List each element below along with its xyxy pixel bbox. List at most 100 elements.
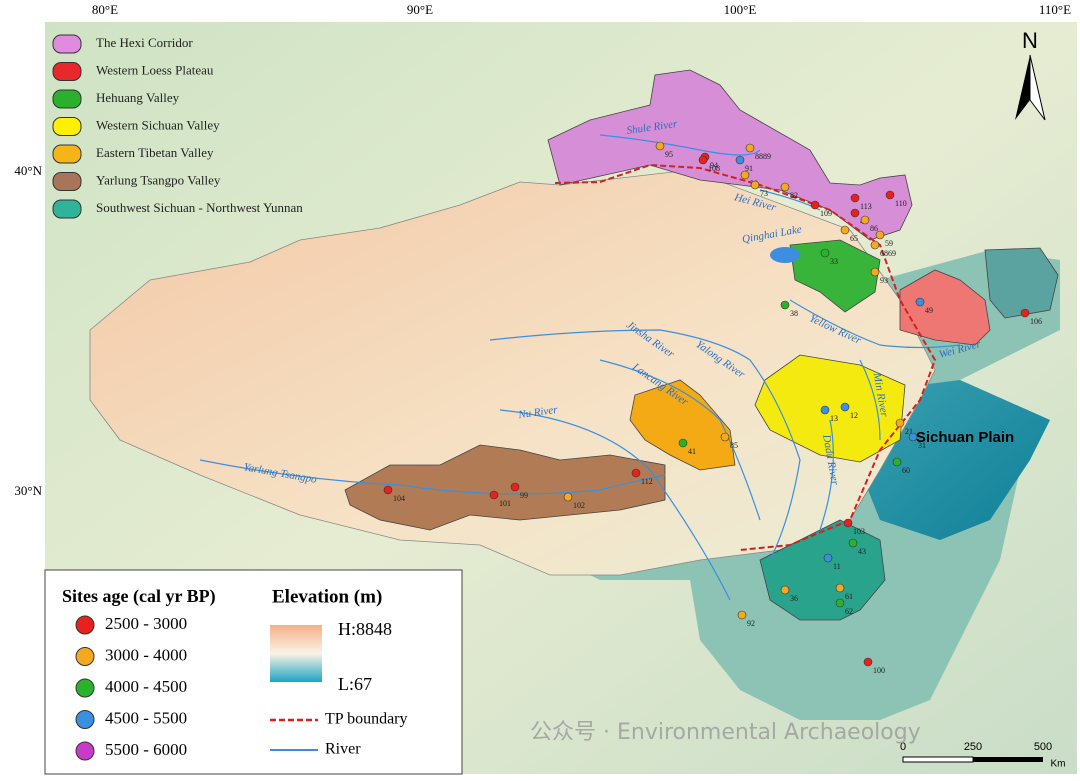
watermark: 公众号 · Environmental Archaeology [530,720,921,745]
region-legend-label: Western Sichuan Valley [96,117,220,132]
age-legend-label: 3000 - 4000 [105,645,187,664]
region-swatch [52,34,82,54]
site-label: 12 [850,411,858,420]
site-label: 108 [708,164,720,173]
site [820,405,830,415]
site-label: 59 [885,239,893,248]
elev-ramp [270,625,322,682]
site [848,538,858,548]
line-legend-label: River [325,741,361,758]
site-label: 113 [860,202,872,211]
site-label: 101 [499,499,511,508]
site [892,457,902,467]
site-label: 8889 [755,152,771,161]
graticule-label: 90°E [407,2,433,17]
region-legend-label: Yarlung Tsangpo Valley [96,172,221,187]
region-swatch [52,117,82,136]
scale-unit: Km [1051,759,1066,770]
age-swatch [75,615,95,635]
graticule-label: 100°E [724,2,757,17]
site-label: 94 [710,161,718,170]
lake [770,247,800,263]
site-label: 85 [730,441,738,450]
age-legend-title: Sites age (cal yr BP) [62,586,216,607]
region-legend: The Hexi Corridor Western Loess Plateau He… [52,34,303,219]
river-label: Nu River [517,404,559,422]
site-label: 21 [905,427,913,436]
site-label: 38 [790,309,798,318]
site-label: 62 [845,607,853,616]
site [895,418,905,428]
site-label: 82 [790,191,798,200]
site-label: 110 [895,199,907,208]
age-swatch [75,741,95,761]
site [720,432,730,442]
site-label: 41 [688,447,696,456]
site-label: 6869 [880,249,896,258]
site [885,190,895,200]
site [915,297,925,307]
site [655,141,665,151]
region-hehuang [789,239,881,313]
site-label: 93 [880,276,888,285]
site [870,267,880,277]
site-label: 103 [853,527,865,536]
age-swatch [75,678,95,698]
site [850,208,860,218]
graticule-label: 110°E [1039,2,1071,17]
site [908,432,918,442]
site-label: 60 [902,466,910,475]
north-label: N [1022,28,1038,53]
site [863,657,873,667]
site [510,482,520,492]
site [810,200,820,210]
site [780,300,790,310]
region-legend-label: Eastern Tibetan Valley [96,145,214,160]
site [750,180,760,190]
site [835,583,845,593]
scale-bar [902,756,1043,763]
site-label: 33 [830,257,838,266]
graticule-label: 80°E [92,2,118,17]
region-legend-label: The Hexi Corridor [96,35,193,50]
site [737,610,747,620]
site [823,553,833,563]
site-label: 86 [870,224,878,233]
scale-label: 250 [964,741,982,753]
region-legend-label: Southwest Sichuan - Northwest Yunnan [96,200,303,215]
site-label: 92 [747,619,755,628]
site [870,240,880,250]
site [489,490,499,500]
site [840,225,850,235]
region-swatch [52,172,82,191]
site-label: 61 [845,592,853,601]
age-swatch [75,647,95,666]
site [840,402,850,412]
region-yarlung [344,444,666,531]
site-label: 73 [760,189,768,198]
site-label: 100 [873,666,885,675]
site [780,585,790,595]
graticule-label: 30°N [14,483,42,498]
region-legend-label: Hehuang Valley [96,90,180,105]
site [745,143,755,153]
region-east [984,247,1059,319]
site [843,518,853,528]
region-swatch [52,62,82,81]
elev-high: H:8848 [338,619,392,639]
site-label: 31 [918,441,926,450]
site [820,248,830,258]
site [678,438,688,448]
region-legend-label: Western Loess Plateau [96,62,214,77]
age-legend-label: 4500 - 5500 [105,708,187,727]
elev-legend-title: Elevation (m) [272,586,382,607]
site-label: 99 [520,491,528,500]
site [383,485,393,495]
site-label: 65 [850,234,858,243]
tp-boundary [554,163,937,551]
region-swatch [52,89,82,109]
site-label: 109 [820,209,832,218]
age-legend-label: 5500 - 6000 [105,740,187,759]
site-label: 95 [665,150,673,159]
